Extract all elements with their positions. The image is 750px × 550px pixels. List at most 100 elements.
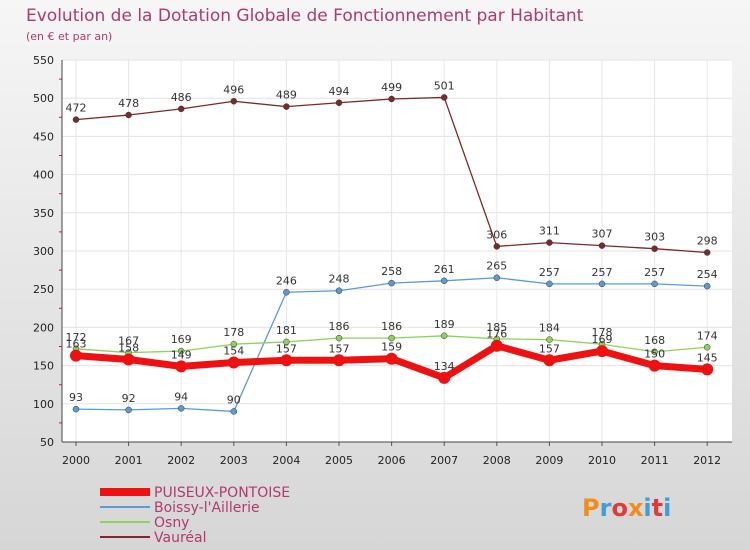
series-group — [70, 94, 714, 415]
data-label-boissy-l-aillerie: 257 — [539, 266, 560, 279]
grid-lines — [62, 59, 732, 443]
chart-title: Evolution de la Dotation Globale de Fonc… — [26, 6, 584, 26]
x-tick-label: 2008 — [483, 454, 511, 467]
x-tick-label: 2002 — [167, 454, 195, 467]
data-point-boissy-l-aillerie — [177, 405, 185, 412]
data-label-vaur-al: 306 — [486, 228, 507, 241]
data-label-vaur-al: 486 — [171, 91, 192, 104]
data-label-boissy-l-aillerie: 261 — [434, 263, 455, 276]
data-label-puiseux-pontoise: 157 — [539, 342, 560, 355]
x-tick-label: 2012 — [693, 454, 721, 467]
data-label-puiseux-pontoise: 154 — [223, 345, 244, 358]
data-point-boissy-l-aillerie — [388, 279, 395, 287]
legend-label-boissy-l-aillerie: Boissy-l'Aillerie — [154, 500, 260, 516]
data-label-vaur-al: 303 — [644, 231, 665, 244]
data-point-puiseux-pontoise — [70, 349, 82, 362]
y-tick-label: 50 — [40, 436, 54, 449]
data-point-boissy-l-aillerie — [230, 408, 238, 415]
data-point-osny — [177, 347, 185, 355]
data-point-puiseux-pontoise — [175, 360, 188, 373]
data-point-osny — [230, 340, 238, 348]
data-point-puiseux-pontoise — [438, 371, 451, 384]
data-label-osny: 186 — [329, 320, 350, 333]
data-labels: 472 478 486 496 489 494 499 501 306 311 307 303 298 9… — [66, 79, 718, 406]
data-point-boissy-l-aillerie — [546, 280, 553, 288]
data-label-boissy-l-aillerie: 92 — [122, 392, 136, 405]
x-tick-label: 2001 — [115, 454, 143, 467]
data-label-vaur-al: 499 — [381, 81, 402, 94]
data-label-boissy-l-aillerie: 94 — [174, 390, 188, 403]
data-point-osny — [440, 332, 448, 340]
legend: PUISEUX-PONTOISEBoissy-l'AillerieOsnyVau… — [100, 485, 290, 546]
data-point-vaur-al — [388, 95, 395, 103]
data-point-vaur-al — [546, 239, 553, 246]
data-point-boissy-l-aillerie — [598, 280, 606, 288]
data-point-puiseux-pontoise — [648, 359, 661, 372]
data-point-osny — [703, 344, 711, 351]
data-label-vaur-al: 489 — [276, 89, 297, 102]
data-label-osny: 185 — [486, 321, 507, 334]
x-tick-label: 2003 — [220, 454, 248, 467]
x-tick-label: 2004 — [272, 454, 300, 467]
data-label-osny: 169 — [171, 333, 192, 346]
x-tick-label: 2000 — [62, 454, 90, 467]
data-point-boissy-l-aillerie — [651, 280, 658, 288]
data-label-puiseux-pontoise: 157 — [276, 342, 297, 355]
data-point-boissy-l-aillerie — [440, 277, 448, 285]
data-point-boissy-l-aillerie — [703, 282, 711, 290]
legend-label-vaur-al: Vauréal — [154, 530, 206, 546]
y-tick-label: 450 — [33, 130, 54, 143]
data-point-puiseux-pontoise — [701, 363, 714, 376]
data-label-boissy-l-aillerie: 248 — [329, 273, 350, 286]
data-label-osny: 168 — [644, 334, 665, 347]
proxiti-logo-text: Proxiti — [582, 494, 671, 522]
data-point-vaur-al — [493, 243, 501, 250]
data-point-vaur-al — [651, 245, 658, 252]
data-label-puiseux-pontoise: 176 — [486, 328, 507, 341]
y-tick-label: 400 — [33, 169, 54, 182]
data-point-boissy-l-aillerie — [283, 289, 290, 296]
data-point-vaur-al — [335, 99, 343, 107]
data-label-vaur-al: 501 — [434, 79, 455, 92]
data-point-vaur-al — [72, 116, 80, 123]
axes: 50 100 150 200 250 300 350 400 450 500 550 2000 2001… — [33, 54, 732, 467]
data-point-boissy-l-aillerie — [72, 405, 80, 413]
data-label-osny: 186 — [381, 320, 402, 333]
data-label-osny: 178 — [223, 326, 244, 339]
y-tick-label: 300 — [33, 245, 54, 258]
data-label-puiseux-pontoise: 169 — [592, 333, 613, 346]
data-point-vaur-al — [598, 242, 606, 249]
data-label-vaur-al: 298 — [697, 235, 718, 248]
data-point-vaur-al — [440, 94, 448, 101]
x-tick-label: 2007 — [430, 454, 458, 467]
x-tick-label: 2005 — [325, 454, 353, 467]
data-label-boissy-l-aillerie: 90 — [227, 393, 241, 406]
data-point-osny — [283, 338, 290, 346]
data-point-vaur-al — [230, 98, 238, 105]
data-point-osny — [388, 334, 395, 342]
data-point-vaur-al — [177, 105, 185, 113]
data-label-puiseux-pontoise: 150 — [644, 348, 665, 361]
y-tick-label: 350 — [33, 207, 54, 220]
data-label-vaur-al: 472 — [66, 102, 87, 115]
y-tick-label: 150 — [33, 360, 54, 373]
data-point-puiseux-pontoise — [227, 356, 240, 369]
data-label-vaur-al: 496 — [223, 83, 244, 96]
data-label-puiseux-pontoise: 159 — [381, 341, 402, 354]
data-label-boissy-l-aillerie: 93 — [69, 391, 83, 404]
data-point-boissy-l-aillerie — [493, 274, 501, 281]
data-label-vaur-al: 307 — [592, 228, 613, 241]
data-label-osny: 167 — [118, 335, 139, 348]
data-label-puiseux-pontoise: 134 — [434, 360, 455, 373]
x-tick-label: 2011 — [641, 454, 669, 467]
data-point-vaur-al — [283, 103, 290, 110]
y-tick-label: 200 — [33, 321, 54, 334]
data-point-vaur-al — [703, 249, 711, 256]
x-tick-label: 2006 — [378, 454, 406, 467]
data-point-boissy-l-aillerie — [335, 287, 343, 294]
y-tick-label: 100 — [33, 398, 54, 411]
data-point-puiseux-pontoise — [596, 345, 608, 358]
data-point-vaur-al — [125, 111, 132, 119]
data-label-osny: 178 — [592, 326, 613, 339]
